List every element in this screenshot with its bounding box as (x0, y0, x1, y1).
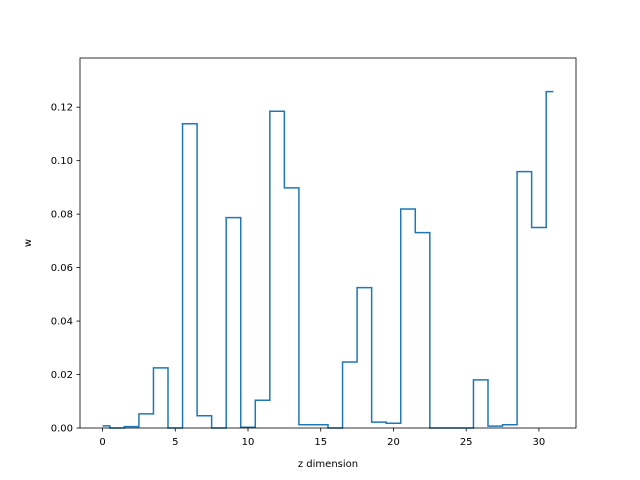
x-tick-label: 10 (242, 437, 255, 448)
x-axis-ticks: 0 5 10 15 20 25 30 (99, 428, 545, 448)
x-tick-label: 25 (460, 437, 473, 448)
y-tick-label: 0.12 (51, 103, 73, 114)
y-axis-label: w (23, 239, 34, 247)
x-tick-label: 15 (314, 437, 327, 448)
x-tick-label: 5 (172, 437, 178, 448)
y-tick-label: 0.04 (51, 317, 73, 328)
x-tick-label: 20 (387, 437, 400, 448)
x-tick-label: 30 (533, 437, 546, 448)
y-tick-label: 0.10 (51, 156, 73, 167)
y-tick-label: 0.00 (51, 424, 73, 435)
y-axis-ticks: 0.00 0.02 0.04 0.06 0.08 0.10 0.12 (51, 103, 80, 435)
y-tick-label: 0.08 (51, 210, 73, 221)
plot-area (80, 58, 576, 428)
y-tick-label: 0.02 (51, 370, 73, 381)
x-axis-label: z dimension (298, 459, 358, 470)
y-tick-label: 0.06 (51, 263, 73, 274)
x-tick-label: 0 (99, 437, 105, 448)
plot-frame (79, 57, 577, 429)
